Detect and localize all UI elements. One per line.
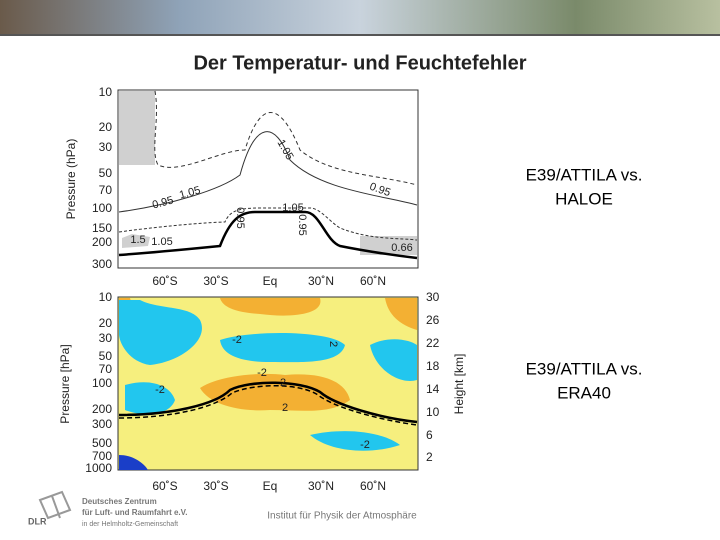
negative-region (119, 300, 202, 365)
x-tick-label: 60˚N (360, 274, 386, 288)
y-tick-label: 20 (99, 120, 113, 134)
banner (0, 0, 720, 36)
contour (118, 131, 418, 213)
x-tick-label: 60˚N (360, 479, 386, 493)
negative-region (125, 382, 400, 451)
logo-text: in der Helmholtz-Gemeinschaft (82, 521, 178, 528)
y-tick-label: 10 (99, 85, 113, 99)
logo-mark: DLR (28, 516, 47, 526)
y2-tick-label: 26 (426, 313, 440, 327)
positive-region (119, 298, 417, 330)
y-tick-label: 70 (99, 362, 113, 376)
y2-tick-label: 10 (426, 405, 440, 419)
contour-label: 2 (280, 377, 286, 389)
y-tick-label: 100 (92, 201, 112, 215)
panel-era40 (117, 296, 419, 471)
logo (38, 490, 72, 520)
x-tick-label: 30˚N (308, 479, 334, 493)
caption: E39/ATTILA vs. (526, 165, 643, 184)
tropopause-reference (118, 385, 418, 426)
y2-tick-label: 2 (426, 450, 433, 464)
contour-label: 0.95 (234, 207, 246, 228)
x-tick-label: Eq (263, 274, 278, 288)
y-tick-label: 1000 (85, 461, 112, 475)
y-tick-label: 500 (92, 436, 112, 450)
tropopause (118, 381, 418, 424)
contour-label: -2 (232, 334, 242, 346)
positive-region (200, 373, 350, 411)
contour-label: 2 (327, 341, 339, 347)
y-axis-label: Pressure [hPa] (58, 344, 72, 423)
y-tick-label: 70 (99, 183, 113, 197)
y-tick-label: 200 (92, 402, 112, 416)
y-tick-label: 30 (99, 140, 113, 154)
caption: E39/ATTILA vs. (526, 359, 643, 378)
x-tick-label: 30˚N (308, 274, 334, 288)
slide-title: Der Temperatur- und Feuchtefehler (193, 52, 526, 74)
contour-label: -2 (257, 367, 267, 379)
negative-region (119, 455, 148, 470)
contour-label: 0.66 (391, 242, 412, 254)
x-tick-label: Eq (263, 479, 278, 493)
y-tick-label: 50 (99, 349, 113, 363)
x-tick-label: 60˚S (152, 274, 177, 288)
logo-text: Deutsches Zentrum (82, 497, 157, 506)
y-tick-label: 300 (92, 417, 112, 431)
caption: HALOE (555, 189, 613, 208)
y-tick-label: 700 (92, 449, 112, 463)
y2-axis-label: Height [km] (452, 354, 466, 415)
negative-region (220, 333, 417, 381)
y2-tick-label: 30 (426, 290, 440, 304)
x-tick-label: 60˚S (152, 479, 177, 493)
contour-label: -2 (360, 439, 370, 451)
x-tick-label: 30˚S (203, 479, 228, 493)
contour (118, 207, 418, 241)
contour-label: 1.5 (130, 234, 145, 246)
tropopause (118, 210, 418, 260)
y-tick-label: 200 (92, 235, 112, 249)
logo-text: für Luft- und Raumfahrt e.V. (82, 508, 187, 517)
caption: ERA40 (557, 383, 611, 402)
y-axis-label: Pressure (hPa) (64, 139, 78, 220)
y2-tick-label: 6 (426, 428, 433, 442)
contour-label: 0.95 (151, 194, 175, 211)
contour-label: 0.95 (296, 214, 308, 235)
y-tick-label: 10 (99, 290, 113, 304)
contour-label: 2 (282, 402, 288, 414)
contour-label: 1.05 (151, 236, 172, 248)
institute: Institut für Physik der Atmosphäre (267, 511, 417, 522)
y2-tick-label: 14 (426, 382, 440, 396)
y2-tick-label: 18 (426, 359, 440, 373)
contour (154, 90, 418, 186)
panel-haloe (117, 89, 419, 269)
contour-label: 1.05 (282, 202, 303, 214)
y-tick-label: 50 (99, 166, 113, 180)
contour-label: 1.05 (178, 184, 202, 201)
banner-rule (0, 34, 720, 36)
y-tick-label: 300 (92, 257, 112, 271)
y-tick-label: 150 (92, 221, 112, 235)
y-tick-label: 30 (99, 331, 113, 345)
y2-tick-label: 22 (426, 336, 440, 350)
contour-label: -2 (155, 384, 165, 396)
y-tick-label: 20 (99, 316, 113, 330)
y-tick-label: 100 (92, 376, 112, 390)
shade (119, 91, 155, 165)
x-tick-label: 30˚S (203, 274, 228, 288)
